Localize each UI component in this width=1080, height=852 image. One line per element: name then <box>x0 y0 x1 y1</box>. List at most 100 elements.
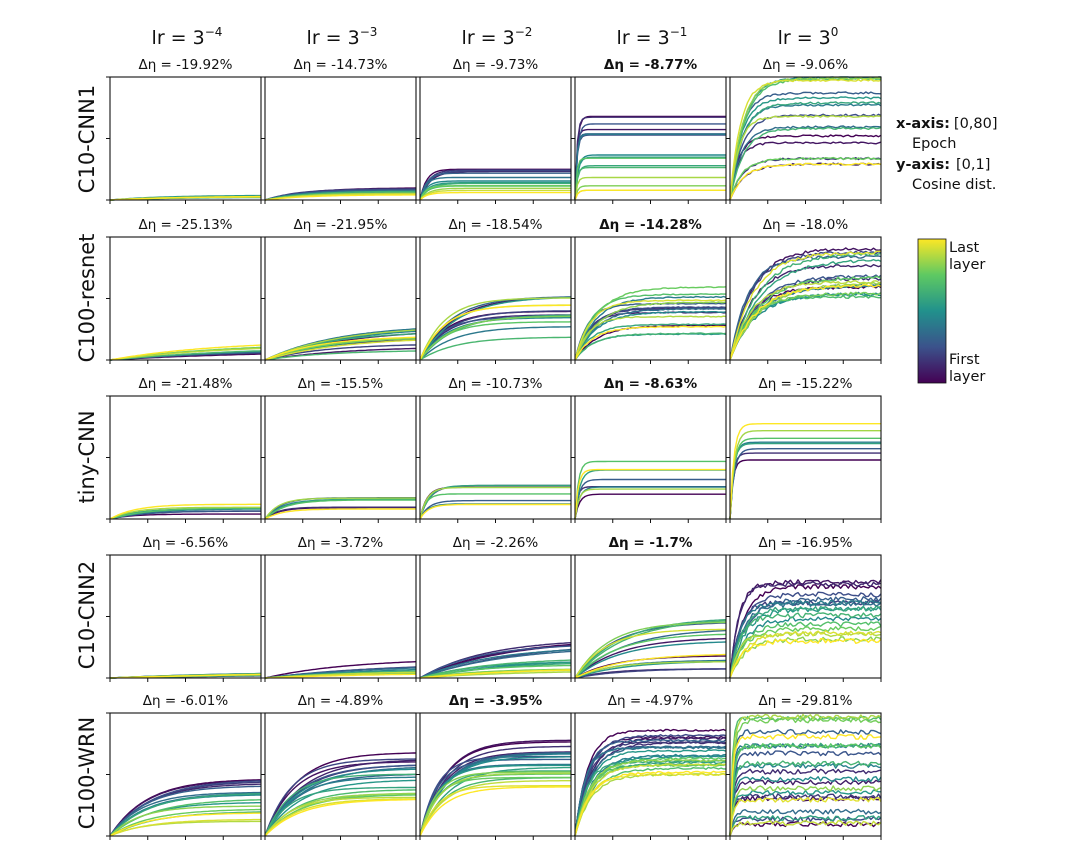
layer-curve <box>109 808 262 837</box>
layer-curve <box>109 513 261 520</box>
panel-grid: Δη = -19.92% Δη = -14.73% Δη = -9.73% Δη = … <box>106 57 882 840</box>
layer-curve <box>574 133 726 201</box>
layer-curve <box>109 818 261 837</box>
delta-eta-label: Δη = -8.63% <box>604 376 698 392</box>
panel-tiny-cnn-col-5: Δη = -15.22% <box>726 376 882 523</box>
panel-frame <box>729 395 882 520</box>
layer-curve <box>729 442 881 520</box>
layer-curve <box>729 430 881 520</box>
panel-tiny-cnn-col-1: Δη = -21.48% <box>106 376 262 523</box>
column-title-lr-3-minus-2: lr = 3−2 <box>462 25 533 49</box>
layer-curve <box>574 488 726 520</box>
layer-curve <box>574 324 727 361</box>
panel-c10-cnn2-col-5: Δη = -16.95% <box>726 535 882 682</box>
layer-curve <box>574 332 727 361</box>
layer-curve <box>729 591 882 679</box>
layer-curve <box>419 772 571 837</box>
delta-eta-label: Δη = -10.73% <box>448 376 542 392</box>
layer-curve <box>729 785 882 837</box>
layer-curve <box>109 344 262 361</box>
panel-frame <box>264 554 417 679</box>
row-title-c10-cnn1: C10-CNN1 <box>75 85 99 193</box>
layer-curve <box>419 503 571 520</box>
layer-curve <box>264 758 417 837</box>
curve-series <box>419 739 572 837</box>
curve-series <box>574 728 727 837</box>
layer-curve <box>729 78 882 201</box>
layer-curve <box>419 486 571 520</box>
layer-curve <box>574 641 727 679</box>
layer-curve <box>729 605 882 679</box>
layer-curve <box>729 258 882 361</box>
curve-series <box>109 503 262 520</box>
layer-curve <box>419 169 571 201</box>
layer-curve <box>574 166 726 201</box>
layer-curve <box>574 763 727 837</box>
panel-frame <box>109 76 262 201</box>
layer-curve <box>729 621 882 679</box>
layer-curve <box>729 596 882 679</box>
layer-curve <box>729 126 882 201</box>
layer-curve <box>729 162 882 201</box>
layer-curve <box>574 661 727 679</box>
delta-eta-label: Δη = -3.72% <box>298 535 384 551</box>
layer-curve <box>729 579 882 679</box>
layer-curve <box>264 798 416 837</box>
layer-curve <box>729 599 882 679</box>
layer-curve <box>729 134 882 201</box>
layer-curve <box>574 637 727 679</box>
layer-curve <box>729 743 882 837</box>
layer-curve <box>574 293 726 361</box>
curve-series <box>264 497 416 520</box>
colorbar-bottom-label-1: First <box>949 352 980 368</box>
curve-series <box>729 423 881 520</box>
column-titles: lr = 3−4 lr = 3−3 lr = 3−2 lr = 3−1 lr =… <box>152 25 839 49</box>
layer-curve <box>729 280 882 361</box>
layer-curve <box>574 633 727 679</box>
layer-curve <box>419 664 571 679</box>
layer-curve <box>729 820 882 837</box>
delta-eta-label: Δη = -14.73% <box>293 57 387 73</box>
layer-curve <box>729 274 882 361</box>
layer-curve <box>574 653 726 679</box>
layer-curve <box>109 805 261 837</box>
row-title-c100-wrn: C100-WRN <box>75 717 99 830</box>
layer-curve <box>729 638 882 679</box>
layer-curve <box>729 294 881 361</box>
layer-curve <box>419 645 572 679</box>
layer-curve <box>729 437 881 520</box>
layer-curve <box>109 785 262 837</box>
layer-curve <box>109 812 262 837</box>
layer-curve <box>729 636 882 679</box>
delta-eta-label: Δη = -15.5% <box>298 376 384 392</box>
layer-curve <box>729 583 882 679</box>
delta-eta-label: Δη = -8.77% <box>604 57 698 73</box>
layer-curve <box>419 764 571 837</box>
curve-series <box>419 484 571 520</box>
layer-curve <box>574 156 726 201</box>
layer-curve <box>729 448 881 520</box>
layer-curve <box>574 185 726 201</box>
curve-series <box>574 460 726 520</box>
layer-curve <box>264 776 416 837</box>
layer-curve <box>729 91 882 201</box>
panel-c10-cnn2-col-4: Δη = -1.7% <box>571 535 727 682</box>
layer-curve <box>729 625 882 679</box>
layer-curve <box>419 185 571 201</box>
panel-frame <box>574 76 727 201</box>
layer-curve <box>729 77 882 201</box>
layer-curve <box>109 799 261 837</box>
layer-curve <box>574 315 727 361</box>
layer-curve <box>574 176 726 201</box>
delta-eta-label: Δη = -4.97% <box>608 693 694 709</box>
layer-curve <box>264 329 417 361</box>
panel-c100-wrn-col-1: Δη = -6.01% <box>106 693 262 840</box>
layer-curve <box>574 668 726 679</box>
delta-eta-label: Δη = -2.26% <box>453 535 539 551</box>
layer-curve <box>574 295 727 361</box>
delta-eta-label: Δη = -9.73% <box>453 57 539 73</box>
layer-curve <box>109 793 261 837</box>
delta-eta-label: Δη = -29.81% <box>758 693 852 709</box>
layer-curve <box>419 189 571 201</box>
